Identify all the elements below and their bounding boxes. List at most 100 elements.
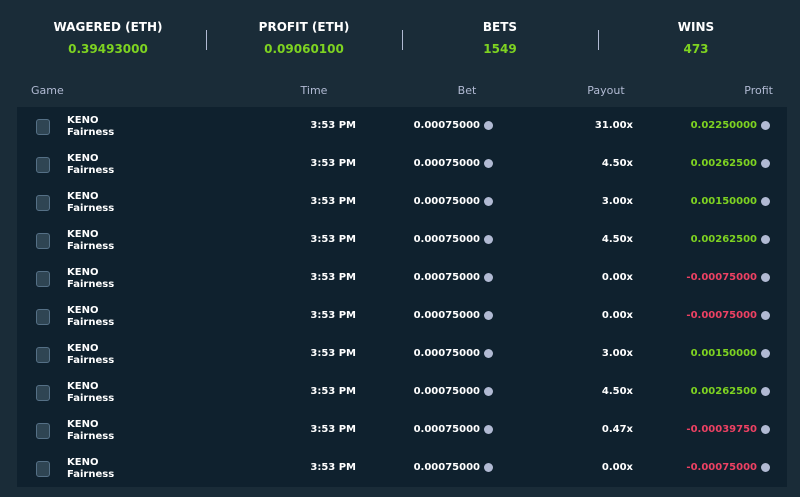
game-cell: KENO Fairness [67,267,114,291]
divider [206,30,207,50]
eth-icon [484,349,493,358]
divider [598,30,599,50]
table-row[interactable]: KENO Fairness 3:53 PM 0.00075000 31.00x 0.022… [17,107,787,145]
table-row[interactable]: KENO Fairness 3:53 PM 0.00075000 0.00x -0.000… [17,297,787,335]
game-cell: KENO Fairness [67,153,114,177]
time: 3:53 PM [310,310,356,321]
game-fairness[interactable]: Fairness [67,355,115,366]
time: 3:53 PM [310,158,356,169]
game-fairness[interactable]: Fairness [67,127,115,138]
table-row[interactable]: KENO Fairness 3:53 PM 0.00075000 4.50x 0.0026… [17,221,787,259]
game-name: KENO [67,115,99,126]
stat: PROFIT (ETH) 0.09060100 [206,20,402,56]
game-cell: KENO Fairness [67,457,114,481]
profit: -0.00075000 [686,272,757,283]
game-icon [36,271,50,287]
bet: 0.00075000 [413,196,480,207]
table-row[interactable]: KENO Fairness 3:53 PM 0.00075000 4.50x 0.0026… [17,145,787,183]
eth-icon [761,121,770,130]
profit: 0.00262500 [690,386,757,397]
column-header: Bet [457,84,477,97]
game-cell: KENO Fairness [67,343,114,367]
game-fairness[interactable]: Fairness [67,203,115,214]
table-row[interactable]: KENO Fairness 3:53 PM 0.00075000 0.00x -0.000… [17,449,787,487]
game-name: KENO [67,153,99,164]
bet: 0.00075000 [413,120,480,131]
bet: 0.00075000 [413,462,480,473]
game-name: KENO [67,229,99,240]
profit: 0.00262500 [690,158,757,169]
payout: 4.50x [601,386,633,397]
game-cell: KENO Fairness [67,115,114,139]
time: 3:53 PM [310,196,356,207]
game-fairness[interactable]: Fairness [67,165,115,176]
column-header: Time [300,84,328,97]
bet: 0.00075000 [413,386,480,397]
payout: 3.00x [601,348,633,359]
game-icon [36,233,50,249]
stat-label: BETS [482,20,518,34]
game-name: KENO [67,419,99,430]
time: 3:53 PM [310,272,356,283]
eth-icon [761,463,770,472]
profit: -0.00039750 [686,424,757,435]
payout: 3.00x [601,196,633,207]
payout: 4.50x [601,158,633,169]
stat-value: 0.09060100 [264,42,344,56]
eth-icon [484,463,493,472]
game-name: KENO [67,457,99,468]
stat: WAGERED (ETH) 0.39493000 [10,20,206,56]
eth-icon [484,121,493,130]
time: 3:53 PM [310,120,356,131]
table-row[interactable]: KENO Fairness 3:53 PM 0.00075000 0.00x -0.000… [17,259,787,297]
stat-label: WINS [677,20,715,34]
eth-icon [484,425,493,434]
eth-icon [484,387,493,396]
profit: -0.00075000 [686,310,757,321]
game-fairness[interactable]: Fairness [67,279,115,290]
eth-icon [761,425,770,434]
bet: 0.00075000 [413,310,480,321]
stat-label: WAGERED (ETH) [53,20,163,34]
table-row[interactable]: KENO Fairness 3:53 PM 0.00075000 4.50x 0.0026… [17,373,787,411]
table-row[interactable]: KENO Fairness 3:53 PM 0.00075000 3.00x 0.0015… [17,335,787,373]
eth-icon [484,197,493,206]
game-name: KENO [67,381,99,392]
payout: 31.00x [594,120,633,131]
stat-value: 0.39493000 [68,42,148,56]
game-fairness[interactable]: Fairness [67,317,115,328]
game-icon [36,423,50,439]
table-row[interactable]: KENO Fairness 3:53 PM 0.00075000 3.00x 0.0015… [17,183,787,221]
game-fairness[interactable]: Fairness [67,469,115,480]
payout: 0.47x [601,424,633,435]
game-icon [36,461,50,477]
time: 3:53 PM [310,462,356,473]
game-icon [36,157,50,173]
stat-value: 1549 [483,42,517,56]
game-fairness[interactable]: Fairness [67,431,115,442]
time: 3:53 PM [310,348,356,359]
profit: 0.00262500 [690,234,757,245]
table-row[interactable]: KENO Fairness 3:53 PM 0.00075000 0.47x -0.000… [17,411,787,449]
game-cell: KENO Fairness [67,229,114,253]
game-icon [36,119,50,135]
eth-icon [761,197,770,206]
game-name: KENO [67,343,99,354]
game-icon [36,195,50,211]
payout: 0.00x [601,462,633,473]
game-icon [36,347,50,363]
game-fairness[interactable]: Fairness [67,393,115,404]
game-cell: KENO Fairness [67,381,114,405]
stat-value: 473 [683,42,709,56]
profit: 0.02250000 [690,120,757,131]
bet: 0.00075000 [413,424,480,435]
game-name: KENO [67,305,99,316]
eth-icon [484,235,493,244]
eth-icon [761,235,770,244]
divider [402,30,403,50]
stat: WINS 473 [598,20,794,56]
eth-icon [761,349,770,358]
profit: -0.00075000 [686,462,757,473]
game-fairness[interactable]: Fairness [67,241,115,252]
